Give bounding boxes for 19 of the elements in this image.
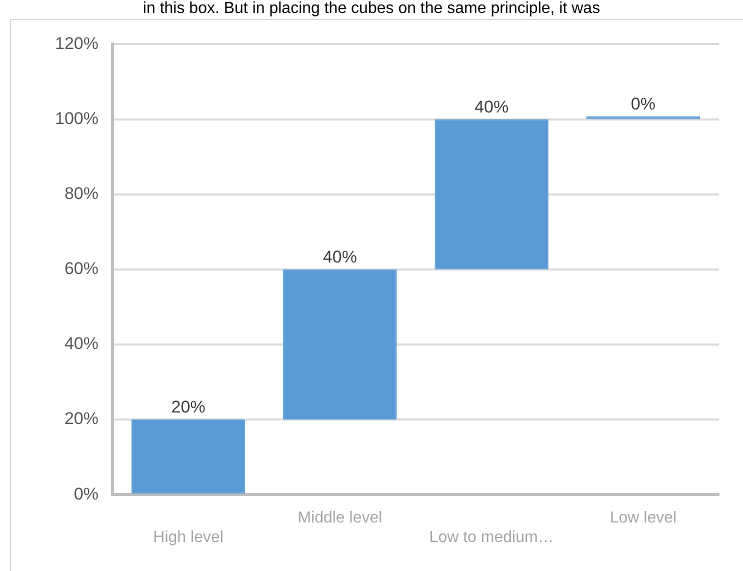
y-tick-label: 60% (64, 259, 98, 278)
y-tick-label: 20% (64, 409, 98, 428)
x-tick-label: Middle level (298, 510, 382, 527)
y-tick-label: 0% (74, 484, 98, 504)
y-tick-label: 100% (54, 108, 98, 128)
data-label: 40% (474, 97, 509, 116)
bar (283, 269, 397, 420)
y-tick-label: 120% (54, 34, 98, 53)
y-tick-label: 40% (64, 334, 98, 354)
x-tick-label: Low to medium… (429, 528, 554, 546)
data-label: 40% (322, 248, 357, 267)
bar (434, 119, 548, 270)
x-tick-label: High level (153, 528, 224, 546)
bar (131, 420, 246, 494)
text: in this box. But in placing the cubes on the same principle, it was (142, 0, 602, 18)
data-label: 20% (171, 398, 206, 417)
y-tick-label: 80% (64, 184, 98, 204)
data-label: 0% (630, 94, 656, 114)
x-tick-label: Low level (610, 510, 677, 527)
